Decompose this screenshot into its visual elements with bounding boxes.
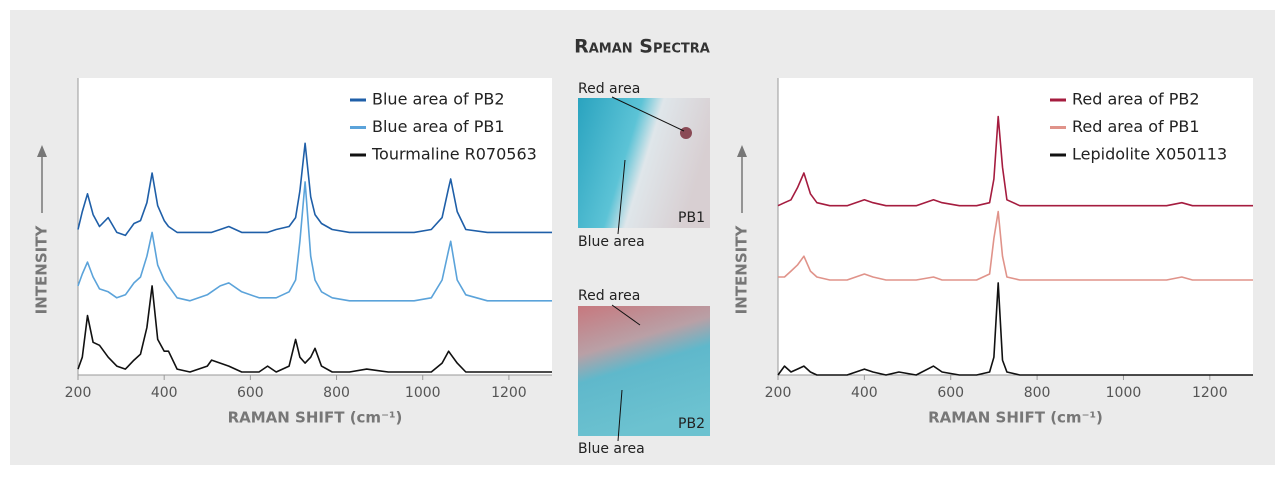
x-tick-label: 600 [237,385,264,401]
legend-label: Red area of PB1 [1072,117,1200,136]
pointer-line [617,159,626,235]
y-axis-arrowhead [37,145,47,157]
photo [578,98,710,228]
figure-title: Raman Spectra [574,36,710,58]
pointer-line [611,96,685,132]
legend-label: Lepidolite X050113 [1072,145,1227,164]
pointer-line [617,389,623,442]
x-tick-label: 400 [851,385,878,401]
spectrum-line [777,282,1253,376]
image-label: Red area [578,288,640,304]
x-tick-label: 600 [937,385,964,401]
y-axis-label: INTENSITY [733,225,751,315]
legend-label: Tourmaline R070563 [371,145,537,164]
image-label: Blue area [578,441,645,457]
x-tick-label: 400 [151,385,178,401]
x-tick-label: 800 [323,385,350,401]
spectrum-line [77,181,552,302]
x-tick-label: 1000 [1106,385,1142,401]
photo [578,306,710,436]
plot-bg [778,78,1253,375]
spectrum-line [778,210,1253,281]
x-axis-label: RAMAN SHIFT (cm⁻¹) [228,409,403,427]
legend-label: Blue area of PB1 [372,117,505,136]
image-label: Red area [578,81,640,97]
legend-label: Red area of PB2 [1072,90,1200,109]
pointer-line [611,304,641,326]
y-axis-label: INTENSITY [33,225,51,315]
x-tick-label: 800 [1024,385,1051,401]
spectrum-line [77,142,552,237]
spectrum-line [777,115,1253,207]
legend-label: Blue area of PB2 [372,90,505,109]
x-tick-label: 1200 [1192,385,1228,401]
image-label: Blue area [578,234,645,250]
spectrum-line [77,285,552,373]
x-axis-label: RAMAN SHIFT (cm⁻¹) [928,409,1103,427]
x-tick-label: 1200 [491,385,527,401]
x-tick-label: 200 [765,385,792,401]
x-tick-label: 200 [65,385,92,401]
y-axis-arrowhead [737,145,747,157]
x-tick-label: 1000 [405,385,441,401]
photo-spot [680,127,692,139]
image-label: PB2 [678,416,705,432]
image-label: PB1 [678,210,705,226]
